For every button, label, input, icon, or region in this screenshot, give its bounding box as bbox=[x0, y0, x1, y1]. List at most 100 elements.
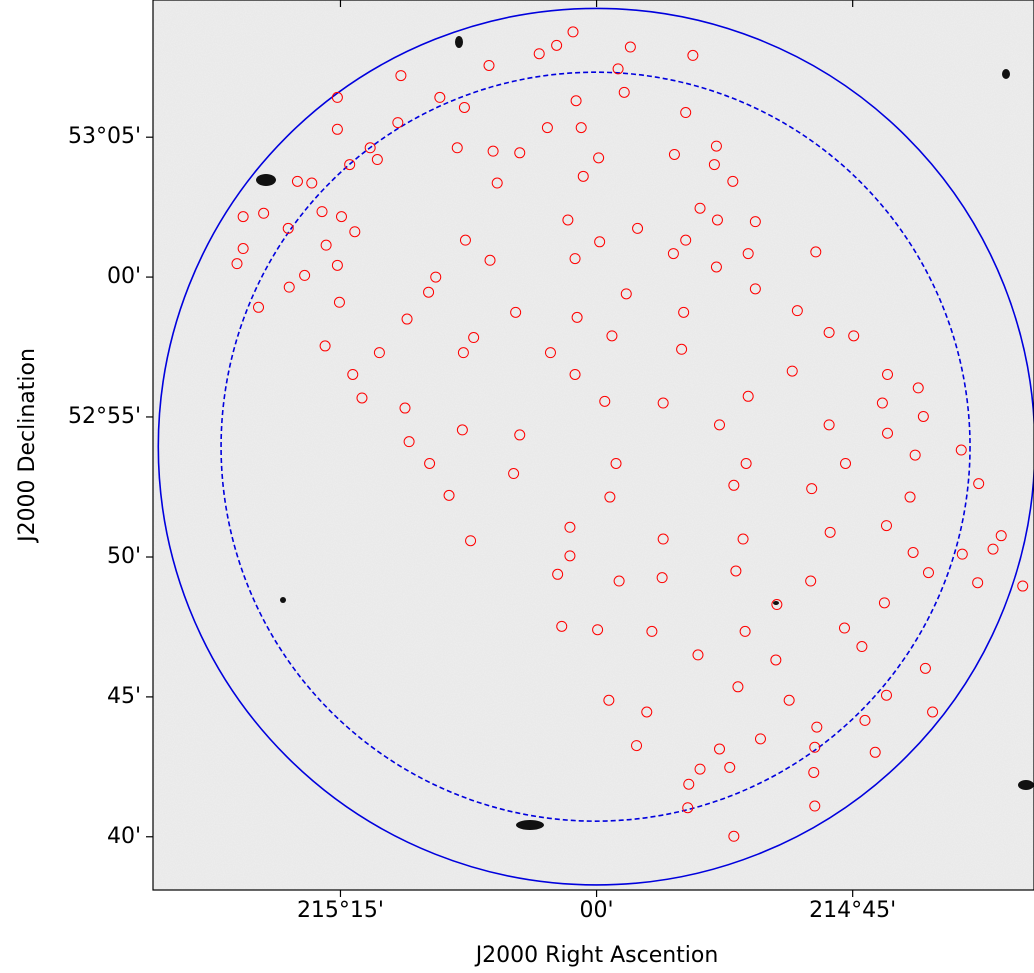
source-marker bbox=[306, 177, 318, 189]
source-marker bbox=[564, 550, 576, 562]
source-marker bbox=[556, 620, 568, 632]
source-marker bbox=[331, 123, 343, 135]
source-marker bbox=[810, 246, 822, 258]
source-marker bbox=[987, 543, 999, 555]
source-marker bbox=[487, 145, 499, 157]
x-tick-label: 214°45' bbox=[809, 898, 896, 923]
source-marker bbox=[491, 177, 503, 189]
source-marker bbox=[631, 740, 643, 752]
source-marker bbox=[364, 142, 376, 154]
source-marker bbox=[805, 575, 817, 587]
source-marker bbox=[714, 743, 726, 755]
source-marker bbox=[468, 332, 480, 344]
source-marker bbox=[599, 395, 611, 407]
source-marker bbox=[544, 347, 556, 359]
source-marker bbox=[749, 283, 761, 295]
source-marker bbox=[907, 546, 919, 558]
source-marker bbox=[973, 478, 985, 490]
source-marker bbox=[237, 243, 249, 255]
source-marker bbox=[912, 382, 924, 394]
bright-source bbox=[516, 820, 544, 830]
source-marker bbox=[727, 175, 739, 187]
source-marker bbox=[919, 662, 931, 674]
source-marker bbox=[641, 706, 653, 718]
source-marker bbox=[613, 575, 625, 587]
source-marker bbox=[646, 625, 658, 637]
footprint-circle bbox=[157, 7, 1034, 886]
x-tick-label: 215°15' bbox=[297, 898, 384, 923]
source-marker bbox=[711, 214, 723, 226]
source-marker bbox=[632, 222, 644, 234]
source-marker bbox=[319, 340, 331, 352]
source-marker bbox=[710, 140, 722, 152]
source-marker bbox=[708, 159, 720, 171]
source-marker bbox=[848, 330, 860, 342]
source-marker bbox=[730, 565, 742, 577]
source-marker bbox=[1017, 580, 1029, 592]
source-marker bbox=[823, 326, 835, 338]
source-marker bbox=[606, 330, 618, 342]
source-marker bbox=[724, 761, 736, 773]
source-marker bbox=[955, 444, 967, 456]
source-marker bbox=[786, 365, 798, 377]
source-marker bbox=[316, 206, 328, 218]
source-marker bbox=[434, 91, 446, 103]
source-marker bbox=[443, 489, 455, 501]
source-marker bbox=[514, 147, 526, 159]
source-marker bbox=[347, 368, 359, 380]
source-marker bbox=[577, 170, 589, 182]
source-marker bbox=[458, 101, 470, 113]
source-marker bbox=[859, 714, 871, 726]
source-marker bbox=[682, 802, 694, 814]
source-marker bbox=[392, 117, 404, 129]
source-marker bbox=[618, 86, 630, 98]
source-marker bbox=[541, 122, 553, 134]
source-marker bbox=[742, 390, 754, 402]
source-marker bbox=[749, 216, 761, 228]
source-marker bbox=[972, 577, 984, 589]
source-marker bbox=[508, 468, 520, 480]
source-marker bbox=[612, 63, 624, 75]
source-marker bbox=[282, 222, 294, 234]
source-marker bbox=[510, 306, 522, 318]
source-marker bbox=[710, 261, 722, 273]
source-marker bbox=[728, 479, 740, 491]
source-marker bbox=[344, 159, 356, 171]
source-marker bbox=[694, 763, 706, 775]
source-marker bbox=[956, 548, 968, 560]
source-marker bbox=[283, 281, 295, 293]
source-marker bbox=[401, 313, 413, 325]
source-marker bbox=[742, 248, 754, 260]
source-marker bbox=[668, 148, 680, 160]
source-marker bbox=[333, 296, 345, 308]
y-tick-label: 45' bbox=[107, 684, 141, 709]
source-marker bbox=[909, 449, 921, 461]
source-marker bbox=[457, 347, 469, 359]
source-marker bbox=[922, 567, 934, 579]
source-marker bbox=[676, 343, 688, 355]
source-marker bbox=[878, 597, 890, 609]
source-marker bbox=[610, 457, 622, 469]
source-marker bbox=[692, 649, 704, 661]
footprint-circle bbox=[220, 71, 971, 822]
source-marker bbox=[754, 733, 766, 745]
source-marker bbox=[483, 59, 495, 71]
source-marker bbox=[732, 681, 744, 693]
source-marker bbox=[680, 234, 692, 246]
source-marker bbox=[592, 624, 604, 636]
source-marker bbox=[678, 306, 690, 318]
bright-source bbox=[256, 174, 276, 186]
source-marker bbox=[791, 305, 803, 317]
x-axis-label: J2000 Right Ascention bbox=[474, 943, 719, 968]
source-marker bbox=[258, 207, 270, 219]
source-marker bbox=[423, 286, 435, 298]
source-marker bbox=[683, 778, 695, 790]
source-marker bbox=[770, 654, 782, 666]
source-marker bbox=[823, 419, 835, 431]
source-marker bbox=[603, 694, 615, 706]
source-marker bbox=[809, 800, 821, 812]
source-marker bbox=[824, 526, 836, 538]
source-marker bbox=[657, 533, 669, 545]
source-marker bbox=[291, 175, 303, 187]
